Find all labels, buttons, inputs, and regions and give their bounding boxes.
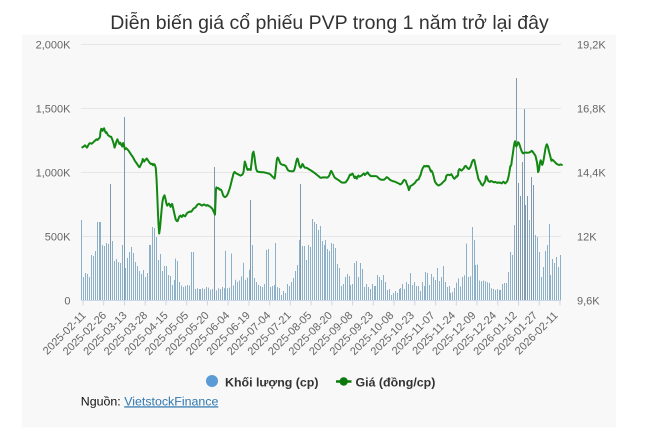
- svg-text:1,500K: 1,500K: [36, 104, 72, 116]
- svg-text:Nguồn: VietstockFinance: Nguồn: VietstockFinance: [81, 394, 219, 408]
- svg-text:Diễn biến giá cổ phiếu PVP tro: Diễn biến giá cổ phiếu PVP trong 1 năm t…: [110, 11, 549, 34]
- svg-text:0: 0: [64, 296, 70, 308]
- svg-text:Giá (đồng/cp): Giá (đồng/cp): [356, 375, 436, 389]
- svg-text:1,000K: 1,000K: [36, 168, 72, 180]
- svg-text:9,6K: 9,6K: [577, 296, 600, 308]
- svg-text:Khối lượng (cp): Khối lượng (cp): [225, 375, 319, 389]
- svg-text:14,4K: 14,4K: [577, 168, 606, 180]
- svg-text:500K: 500K: [45, 232, 71, 244]
- svg-text:19,2K: 19,2K: [577, 40, 606, 52]
- svg-text:12K: 12K: [577, 232, 597, 244]
- svg-text:2,000K: 2,000K: [36, 40, 72, 52]
- svg-text:16,8K: 16,8K: [577, 104, 606, 116]
